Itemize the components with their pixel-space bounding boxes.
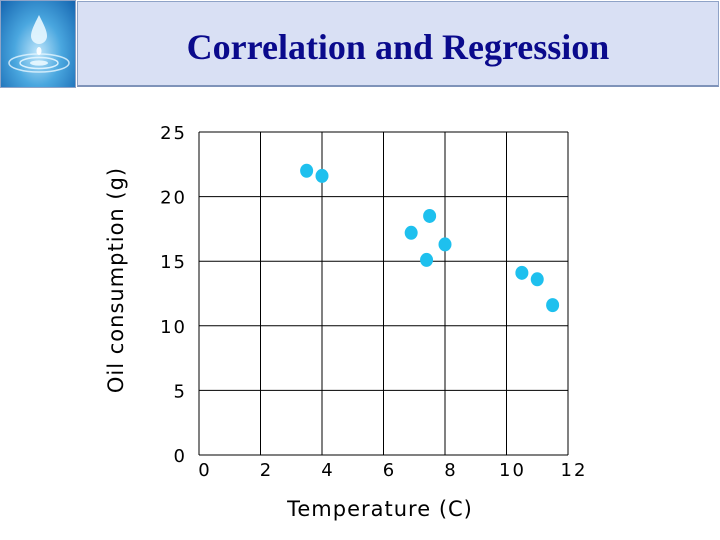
data-point [438, 237, 452, 252]
data-point [546, 298, 560, 313]
data-point [530, 272, 544, 287]
y-axis-label: Oil consumption (g) [104, 167, 128, 393]
data-point [420, 252, 434, 267]
slide-header: Correlation and Regression [0, 0, 720, 90]
x-axis-label: Temperature (C) [286, 497, 473, 521]
data-point [404, 225, 418, 240]
data-point [423, 208, 437, 223]
x-tick-labels: 0 2 4 6 8 10 12 [198, 460, 588, 481]
y-tick-label: 0 [174, 446, 187, 467]
y-tick-label: 5 [174, 381, 187, 402]
chart-grid [198, 131, 569, 456]
title-bar: Correlation and Regression [77, 1, 719, 87]
y-tick-labels: 0 5 10 15 20 25 [160, 123, 187, 467]
x-tick-label: 12 [561, 460, 588, 481]
x-tick-label: 8 [444, 460, 457, 481]
data-point [515, 265, 529, 280]
water-drop-ripple-icon [0, 0, 76, 88]
y-tick-label: 25 [160, 123, 187, 144]
x-tick-label: 0 [198, 460, 211, 481]
data-point [300, 163, 314, 178]
y-tick-label: 15 [160, 252, 187, 273]
x-tick-label: 6 [383, 460, 396, 481]
x-tick-label: 4 [321, 460, 334, 481]
x-tick-label: 10 [499, 460, 526, 481]
x-tick-label: 2 [260, 460, 273, 481]
page-title: Correlation and Regression [186, 27, 610, 67]
y-tick-label: 10 [160, 317, 187, 338]
y-tick-label: 20 [160, 188, 187, 209]
data-points [300, 163, 560, 313]
data-point [315, 168, 329, 183]
